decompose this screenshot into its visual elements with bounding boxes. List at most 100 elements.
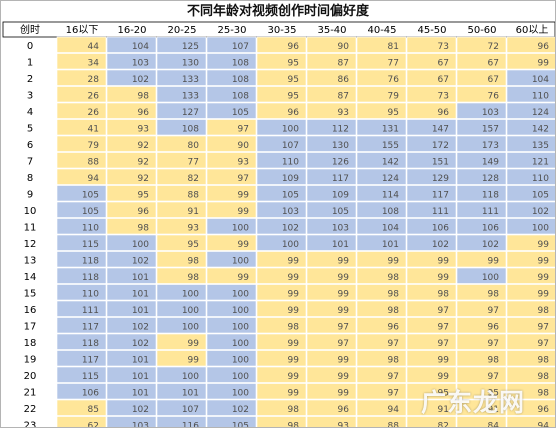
cell-value: 126 bbox=[332, 158, 349, 168]
hour-label-11: 11 bbox=[24, 223, 37, 234]
cell-value: 127 bbox=[182, 108, 199, 118]
heat-cell bbox=[156, 119, 207, 136]
cell-value: 100 bbox=[482, 273, 499, 283]
heat-cell bbox=[156, 333, 207, 350]
cell-value: 102 bbox=[132, 75, 149, 85]
heat-cell bbox=[56, 399, 107, 416]
heat-cell bbox=[356, 86, 407, 103]
row-header-label: 创时 bbox=[20, 23, 40, 36]
heat-cell bbox=[406, 152, 457, 169]
heat-cell bbox=[306, 135, 357, 152]
column-header-30-35: 30-35 bbox=[267, 25, 296, 36]
heat-cell bbox=[356, 53, 407, 70]
heat-cell bbox=[306, 251, 357, 268]
heat-cell bbox=[356, 119, 407, 136]
cell-value: 100 bbox=[532, 224, 549, 234]
heat-cell bbox=[406, 36, 457, 53]
cell-value: 98 bbox=[538, 372, 550, 382]
cell-value: 157 bbox=[482, 125, 499, 135]
cell-value: 103 bbox=[132, 422, 149, 428]
heat-cell bbox=[106, 86, 157, 103]
cell-value: 111 bbox=[82, 306, 99, 316]
hour-label-22: 22 bbox=[24, 404, 37, 415]
heat-cell bbox=[456, 119, 507, 136]
hour-label-12: 12 bbox=[24, 239, 37, 250]
heat-cell bbox=[406, 201, 457, 218]
heat-cell bbox=[306, 399, 357, 416]
cell-value: 99 bbox=[488, 257, 500, 267]
heat-cell bbox=[406, 119, 457, 136]
cell-value: 110 bbox=[532, 174, 549, 184]
heat-cell bbox=[506, 300, 555, 317]
heat-cell bbox=[156, 201, 207, 218]
heat-cell bbox=[306, 201, 357, 218]
cell-value: 96 bbox=[338, 405, 350, 415]
hour-label-4: 4 bbox=[27, 107, 33, 118]
heat-cell bbox=[156, 399, 207, 416]
heat-cell bbox=[456, 234, 507, 251]
heat-cell bbox=[506, 119, 555, 136]
heat-cell bbox=[456, 102, 507, 119]
hour-label-19: 19 bbox=[24, 355, 37, 366]
cell-value: 87 bbox=[338, 59, 349, 69]
heat-cell bbox=[356, 135, 407, 152]
cell-value: 105 bbox=[282, 191, 299, 201]
heat-cell bbox=[56, 119, 107, 136]
cell-value: 98 bbox=[538, 389, 550, 399]
heat-cell bbox=[206, 333, 257, 350]
heat-cell bbox=[56, 135, 107, 152]
cell-value: 117 bbox=[82, 323, 99, 333]
cell-value: 67 bbox=[488, 59, 499, 69]
heat-cell bbox=[356, 218, 407, 235]
cell-value: 102 bbox=[132, 257, 149, 267]
cell-value: 73 bbox=[438, 92, 449, 102]
cell-value: 103 bbox=[482, 108, 499, 118]
heat-cell bbox=[506, 201, 555, 218]
cell-value: 97 bbox=[488, 339, 499, 349]
heat-cell bbox=[356, 251, 407, 268]
cell-value: 76 bbox=[488, 92, 500, 102]
heat-cell bbox=[256, 168, 307, 185]
cell-value: 98 bbox=[138, 92, 150, 102]
column-header-16以下: 16以下 bbox=[66, 25, 99, 36]
cell-value: 105 bbox=[532, 191, 549, 201]
cell-value: 73 bbox=[438, 42, 449, 52]
cell-value: 98 bbox=[488, 356, 500, 366]
heat-cell bbox=[256, 234, 307, 251]
cell-value: 99 bbox=[538, 240, 550, 250]
cell-value: 96 bbox=[538, 42, 550, 52]
cell-value: 99 bbox=[538, 257, 550, 267]
cell-value: 82 bbox=[188, 174, 199, 184]
heat-cell bbox=[106, 53, 157, 70]
cell-value: 99 bbox=[538, 290, 550, 300]
heat-cell bbox=[456, 53, 507, 70]
cell-value: 88 bbox=[88, 158, 100, 168]
cell-value: 97 bbox=[338, 339, 349, 349]
heat-cell bbox=[56, 36, 107, 53]
heat-cell bbox=[156, 284, 207, 301]
cell-value: 102 bbox=[482, 240, 499, 250]
cell-value: 99 bbox=[288, 339, 300, 349]
cell-value: 99 bbox=[438, 257, 450, 267]
heat-cell bbox=[256, 366, 307, 383]
cell-value: 100 bbox=[232, 356, 249, 366]
cell-value: 88 bbox=[388, 422, 400, 428]
heat-cell bbox=[156, 86, 207, 103]
hour-label-23: 23 bbox=[24, 421, 37, 428]
cell-value: 95 bbox=[288, 59, 299, 69]
hour-label-21: 21 bbox=[24, 388, 37, 399]
hour-label-17: 17 bbox=[24, 322, 37, 333]
heat-cell bbox=[106, 69, 157, 86]
heat-cell bbox=[506, 86, 555, 103]
cell-value: 115 bbox=[82, 372, 99, 382]
cell-value: 100 bbox=[182, 306, 199, 316]
cell-value: 99 bbox=[338, 257, 350, 267]
cell-value: 72 bbox=[488, 42, 499, 52]
heat-cell bbox=[306, 185, 357, 202]
heat-cell bbox=[106, 350, 157, 367]
heat-cell bbox=[506, 234, 555, 251]
cell-value: 93 bbox=[338, 422, 349, 428]
heat-cell bbox=[156, 251, 207, 268]
hour-label-14: 14 bbox=[24, 272, 37, 283]
cell-value: 149 bbox=[482, 158, 499, 168]
